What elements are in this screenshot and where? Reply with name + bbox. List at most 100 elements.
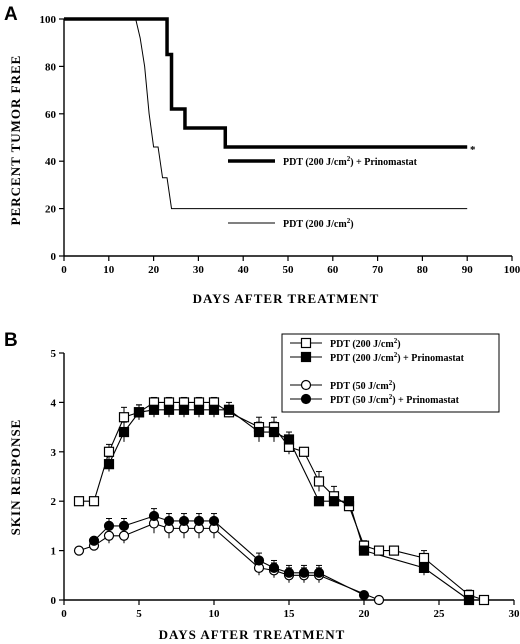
data-point-pdt-50 — [373, 594, 385, 606]
panel-b-y-tick-label: 4 — [51, 397, 57, 409]
panel-b-y-tick-label: 0 — [51, 595, 57, 607]
panel-a-letter: A — [4, 4, 18, 25]
series-line-pdt-200-prinomastat — [64, 17, 468, 149]
legend-b-label-50-combo: PDT (50 J/cm2) + Prinomastat — [330, 393, 460, 406]
data-point-pdt-200 — [478, 594, 490, 606]
panel-b-x-tick-label: 20 — [359, 608, 371, 620]
legend-b-entries — [290, 337, 322, 405]
panel-a-significance-asterisk: * — [470, 144, 476, 156]
panel-b-xlabel: DAYS AFTER TREATMENT — [159, 627, 346, 642]
panel-a: A PERCENT TUMOR FREE DAYS AFTER TREATMEN… — [4, 4, 520, 306]
panel-b-y-tick-label: 3 — [51, 447, 57, 459]
panel-a-x-tick-label: 50 — [283, 264, 295, 276]
panel-a-x-tick-label: 30 — [193, 264, 205, 276]
panel-b-y-tick-label: 1 — [51, 546, 57, 558]
data-point-pdt-200-prinomastat — [103, 459, 115, 470]
panel-b-x-tick-label: 15 — [284, 608, 296, 620]
data-point-pdt-200-prinomastat — [118, 426, 130, 438]
data-point-pdt-200-prinomastat — [253, 426, 265, 438]
series-line-pdt-200 — [64, 18, 468, 210]
data-point-pdt-200 — [88, 496, 100, 507]
panel-a-y-tick-label: 100 — [40, 14, 57, 26]
panel-b-x-tick-label: 0 — [61, 608, 67, 620]
data-point-pdt-200-prinomastat — [463, 594, 475, 606]
data-point-pdt-50 — [73, 545, 85, 556]
panel-b-x-tick-label: 5 — [136, 608, 142, 620]
panel-a-x-tick-label: 70 — [372, 264, 384, 276]
data-point-pdt-200-prinomastat — [328, 496, 340, 507]
data-point-pdt-50 — [118, 530, 130, 541]
data-point-pdt-50-prinomastat — [283, 567, 295, 578]
data-point-pdt-200-prinomastat — [178, 404, 190, 415]
data-point-pdt-50-prinomastat — [253, 555, 265, 566]
data-point-pdt-200 — [373, 545, 385, 556]
data-point-pdt-50-prinomastat — [313, 567, 325, 578]
panel-a-y-tick-label: 20 — [45, 204, 57, 216]
data-point-pdt-200 — [298, 446, 310, 457]
legend-b-swatch-marker-pdt-50 — [300, 379, 312, 391]
panel-b-x-tick-label: 10 — [209, 608, 221, 620]
data-point-pdt-200-prinomastat — [283, 434, 295, 445]
legend-b-label-200: PDT (200 J/cm2) — [330, 337, 401, 350]
data-point-pdt-50-prinomastat — [88, 535, 100, 546]
data-point-pdt-50-prinomastat — [193, 515, 205, 527]
panel-b: B SKIN RESPONSE DAYS AFTER TREATMENT 0 5 1… — [4, 330, 520, 642]
panel-a-x-tick-label: 10 — [103, 264, 115, 276]
data-point-pdt-200-prinomastat — [268, 426, 280, 438]
legend-b-label-50: PDT (50 J/cm2) — [330, 379, 396, 392]
panel-b-ylabel: SKIN RESPONSE — [8, 419, 23, 536]
data-point-pdt-200 — [73, 496, 85, 507]
panel-a-x-tick-label: 40 — [238, 264, 250, 276]
series-line-pdt-50-prinomastat — [93, 515, 365, 596]
data-point-pdt-50-prinomastat — [148, 510, 160, 522]
data-point-pdt-200-prinomastat — [418, 562, 430, 573]
panel-a-series — [64, 17, 468, 210]
data-point-pdt-50-prinomastat — [358, 589, 370, 601]
data-point-pdt-50-prinomastat — [103, 520, 115, 532]
panel-b-series — [73, 396, 490, 606]
panel-b-y-tick-label: 5 — [51, 348, 57, 360]
data-point-pdt-50 — [103, 530, 115, 541]
data-point-pdt-200-prinomastat — [223, 404, 235, 415]
panel-a-x-tick-label: 100 — [504, 264, 520, 276]
data-point-pdt-50-prinomastat — [268, 562, 280, 573]
panel-b-y-tick-label: 2 — [51, 496, 57, 508]
data-point-pdt-200-prinomastat — [313, 496, 325, 507]
panel-a-x-tick-label: 80 — [417, 264, 429, 276]
legend-b-swatch-marker-pdt-50-prinomastat — [300, 393, 312, 405]
data-point-pdt-200 — [118, 412, 130, 423]
data-point-pdt-50-prinomastat — [298, 567, 310, 578]
data-point-pdt-200 — [388, 545, 400, 556]
data-point-pdt-200-prinomastat — [343, 496, 355, 507]
panel-b-x-tick-label: 25 — [434, 608, 446, 620]
data-point-pdt-200-prinomastat — [163, 404, 175, 415]
data-point-pdt-50-prinomastat — [208, 515, 220, 527]
data-point-pdt-50-prinomastat — [118, 520, 130, 532]
panel-a-x-tick-label: 0 — [61, 264, 67, 276]
data-point-pdt-200 — [418, 552, 430, 564]
panel-b-legend: PDT (200 J/cm2) PDT (200 J/cm2) + Prinom… — [281, 333, 500, 413]
panel-a-x-tick-label: 20 — [148, 264, 160, 276]
legend-a-label-combo: PDT (200 J/cm2) + Prinomastat — [283, 155, 418, 168]
panel-a-y-tick-label: 0 — [51, 251, 57, 263]
legend-b-swatch-marker-pdt-200-prinomastat — [300, 351, 312, 363]
data-point-pdt-200 — [103, 446, 115, 457]
data-point-pdt-200 — [313, 476, 325, 487]
panel-a-y-tick-label: 40 — [45, 156, 57, 168]
panel-b-x-tick-label: 30 — [509, 608, 520, 620]
legend-b-label-200-combo: PDT (200 J/cm2) + Prinomastat — [330, 351, 465, 364]
panel-b-letter: B — [4, 330, 18, 351]
data-point-pdt-200-prinomastat — [208, 404, 220, 415]
panel-a-x-tick-label: 90 — [462, 264, 474, 276]
panel-a-ylabel: PERCENT TUMOR FREE — [8, 55, 23, 226]
data-point-pdt-200-prinomastat — [133, 407, 145, 418]
panel-a-xlabel: DAYS AFTER TREATMENT — [193, 291, 380, 306]
panel-b-axes: 0 5 10 15 20 25 30 0 1 2 3 4 5 — [51, 348, 520, 620]
data-point-pdt-50-prinomastat — [178, 515, 190, 527]
panel-a-y-tick-label: 80 — [45, 61, 57, 73]
data-point-pdt-50-prinomastat — [163, 515, 175, 527]
panel-a-y-tick-label: 60 — [45, 109, 57, 121]
legend-b-swatch-marker-pdt-200 — [300, 337, 312, 349]
legend-a-label-pdt: PDT (200 J/cm2) — [283, 217, 354, 230]
